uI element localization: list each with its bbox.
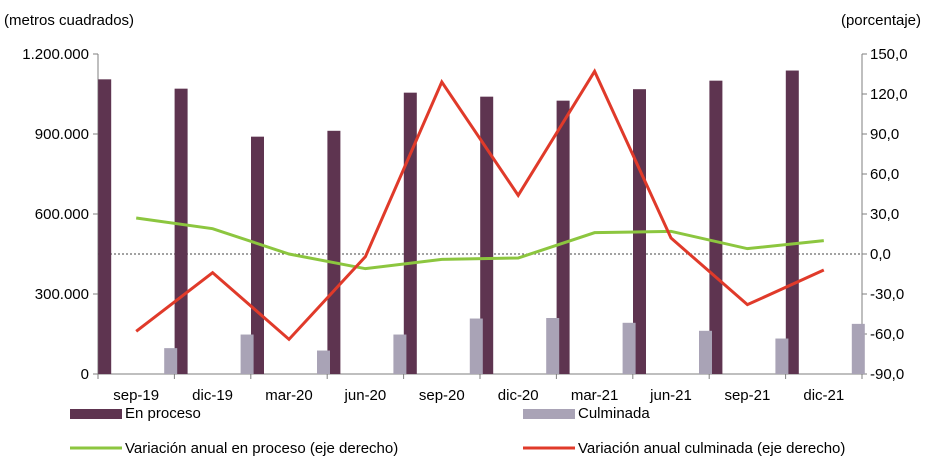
legend: En proceso Culminada Variación anual en pr… [70,405,845,457]
right-tick-label: 60,0 [870,166,899,183]
bar-en-proceso [403,92,417,375]
right-tick-label: 90,0 [870,126,899,143]
x-tick-label: dic-20 [498,387,539,404]
left-tick-label: 600.000 [35,206,89,223]
bar-en-proceso [709,80,723,375]
bar-en-proceso [480,96,494,375]
line-variacion-culminada [135,68,825,342]
x-tick-label: dic-21 [803,387,844,404]
x-tick-label: jun-21 [649,387,692,404]
bar-en-proceso [98,79,112,374]
x-tick-label: sep-19 [113,387,159,404]
right-tick-label: -60,0 [870,326,904,343]
right-tick-label: 0,0 [870,246,891,263]
legend-label: Variación anual en proceso (eje derecho) [125,440,398,457]
bar-culminada [851,323,865,374]
right-tick-label: -90,0 [870,366,904,383]
right-tick-label: 150,0 [870,46,908,63]
bar-en-proceso [327,130,341,374]
x-tick-label: mar-21 [571,387,619,404]
bar-en-proceso [174,88,188,375]
bar-culminada [469,318,483,374]
bar-en-proceso [785,70,799,375]
right-tick-label: 120,0 [870,86,908,103]
plot-area: 0 300.000 600.000 900.000 1.200.000 -90,0 -60,… [22,46,907,404]
legend-label: Culminada [578,405,650,422]
right-tick-label: -30,0 [870,286,904,303]
left-tick-label: 1.200.000 [22,46,89,63]
x-tick-label: mar-20 [265,387,313,404]
x-tick-label: dic-19 [192,387,233,404]
left-tick-label: 300.000 [35,286,89,303]
x-tick-label: sep-21 [724,387,770,404]
bar-culminada [546,318,560,374]
left-tick-label: 900.000 [35,126,89,143]
legend-label: Variación anual culminada (eje derecho) [578,440,845,457]
x-tick-label: sep-20 [419,387,465,404]
left-axis-unit-label: (metros cuadrados) [4,12,134,29]
legend-swatch [523,409,575,419]
bar-culminada [317,350,330,374]
bar-en-proceso [556,100,570,375]
line-variacion-en-proceso [135,216,824,271]
bar-culminada [699,330,712,374]
left-tick-label: 0 [81,366,89,383]
bar-culminada [622,322,636,374]
bar-culminada [775,338,789,374]
legend-swatch [70,409,122,419]
bar-culminada [393,334,407,374]
bar-culminada [240,334,254,374]
x-tick-label: jun-20 [344,387,387,404]
bar-culminada [164,348,178,374]
legend-label: En proceso [125,405,201,422]
right-axis-unit-label: (porcentaje) [841,12,921,29]
right-tick-label: 30,0 [870,206,899,223]
